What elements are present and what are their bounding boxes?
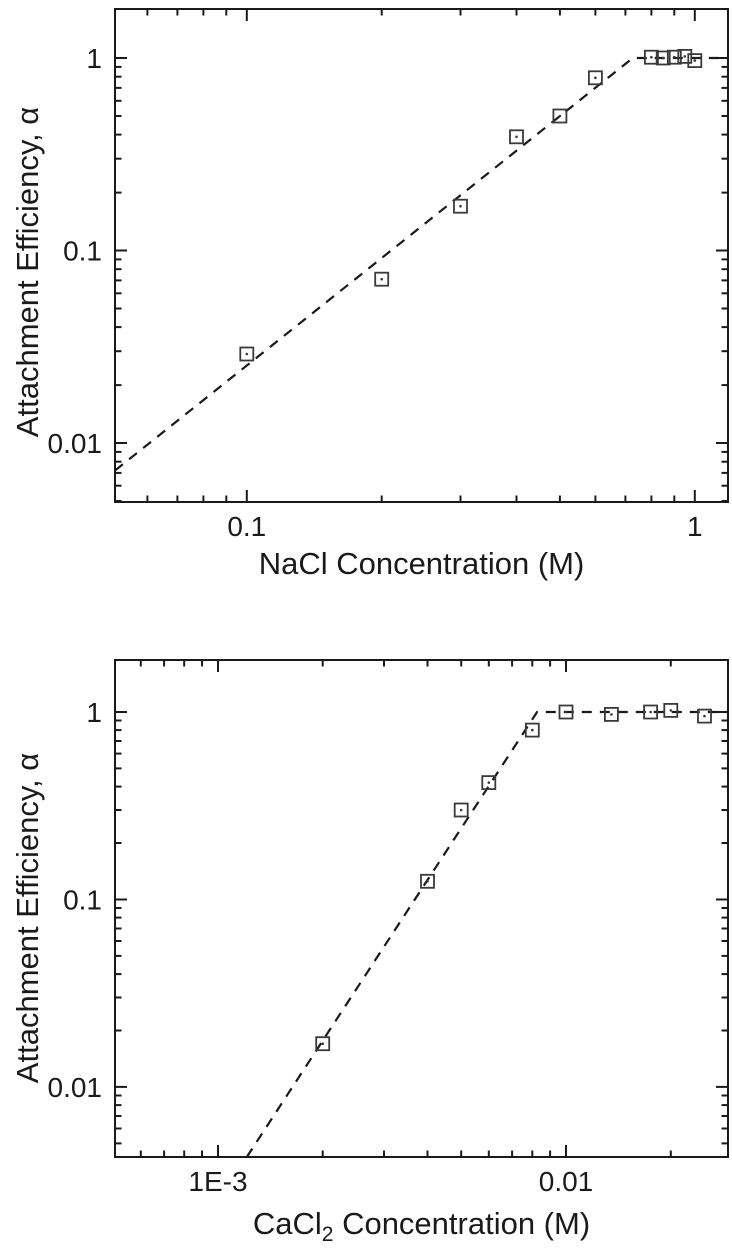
nacl-data-point-square <box>677 49 693 64</box>
cacl2-data-point-dot <box>610 713 613 716</box>
cacl2-data-point-dot <box>426 880 429 883</box>
cacl2-data-point-square <box>643 704 658 720</box>
nacl-y-tick-label: 0.1 <box>63 236 102 267</box>
cacl2-data-point-dot <box>487 781 491 784</box>
x-axis-title-cacl2-chart: CaCl2 Concentration (M) <box>115 1206 728 1253</box>
x-axis-title-text: NaCl Concentration (M) <box>258 546 585 581</box>
cacl2-data-point-dot <box>669 709 673 712</box>
cacl2-data-point-square <box>524 722 540 738</box>
nacl-data-point-dot <box>650 55 653 59</box>
nacl-data-point-dot <box>558 114 562 118</box>
nacl-data-point-dot <box>673 55 676 59</box>
nacl-data-point-square <box>374 271 390 287</box>
cacl2-data-point-square <box>420 873 435 889</box>
cacl2-data-point-dot <box>321 1042 325 1045</box>
y-axis-title-nacl-chart: Attachment Efficiency, α <box>8 22 48 522</box>
cacl2-data-point-square <box>558 704 574 720</box>
y-axis-title-cacl2-chart: Attachment Efficiency, α <box>8 668 48 1168</box>
cacl2-data-point-dot <box>703 714 706 718</box>
x-axis-title-nacl-chart: NaCl Concentration (M) <box>115 546 728 593</box>
nacl-data-point-dot <box>661 56 665 60</box>
y-axis-title-text: Attachment Efficiency, α <box>10 752 45 1084</box>
cacl2-data-point-square <box>604 707 619 722</box>
cacl2-y-tick-label: 1 <box>86 697 102 728</box>
nacl-data-point-square <box>552 108 568 124</box>
nacl-data-point-square <box>687 53 703 68</box>
cacl2-plot-border <box>114 659 729 1158</box>
x-axis-title-subscript: 2 <box>321 1223 334 1247</box>
nacl-data-point-square <box>666 49 682 65</box>
cacl2-fit-line <box>245 710 728 1158</box>
y-axis-title-text: Attachment Efficiency, α <box>10 106 45 438</box>
cacl2-data-point-square <box>697 708 712 724</box>
nacl-data-point-dot <box>594 76 597 80</box>
cacl2-data-point-dot <box>564 710 568 714</box>
nacl-data-point-dot <box>245 352 249 356</box>
nacl-y-tick-label: 1 <box>86 43 102 74</box>
nacl-data-point-dot <box>683 55 687 58</box>
nacl-data-point-square <box>509 129 524 145</box>
nacl-x-tick-label: 0.1 <box>227 511 266 542</box>
nacl-fit-line <box>114 56 728 472</box>
nacl-data-point-square <box>644 49 659 65</box>
nacl-data-point-dot <box>459 204 462 208</box>
cacl2-y-tick-label: 0.01 <box>48 1072 103 1103</box>
cacl2-data-point-square <box>481 775 497 790</box>
cacl2-data-point-dot <box>649 710 652 714</box>
cacl2-x-tick-label: 1E-3 <box>188 1166 247 1197</box>
nacl-data-point-square <box>588 70 603 86</box>
cacl2-data-point-dot <box>459 808 463 812</box>
x-axis-title-rest: Concentration (M) <box>333 1206 591 1241</box>
nacl-x-tick-label: 1 <box>687 511 703 542</box>
cacl2-y-tick-label: 0.1 <box>63 885 102 916</box>
nacl-data-point-square <box>239 346 255 362</box>
nacl-plot-border <box>114 8 729 503</box>
nacl-data-point-square <box>453 198 468 214</box>
cacl2-data-point-square <box>315 1036 331 1052</box>
nacl-y-tick-label: 0.01 <box>48 428 103 459</box>
cacl2-data-point-square <box>453 802 469 818</box>
nacl-data-point-dot <box>380 277 384 281</box>
nacl-data-point-dot <box>515 135 518 139</box>
cacl2-x-tick-label: 0.01 <box>539 1166 594 1197</box>
cacl2-data-point-square <box>663 703 679 718</box>
x-axis-title-text: CaCl <box>252 1206 322 1241</box>
cacl2-data-point-dot <box>531 728 534 732</box>
nacl-data-point-dot <box>693 59 697 62</box>
nacl-data-point-square <box>655 50 671 66</box>
